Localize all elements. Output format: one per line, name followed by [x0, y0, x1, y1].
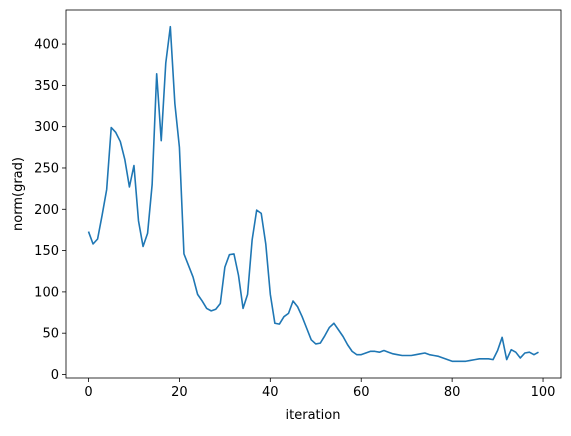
data-line: [87, 25, 539, 363]
x-tick-label: 0: [84, 385, 92, 400]
y-tick-label: 350: [34, 79, 59, 94]
y-tick-label: 400: [34, 38, 59, 53]
y-tick-label: 0: [51, 368, 59, 383]
y-tick-label: 100: [34, 285, 59, 300]
x-tick-label: 40: [262, 385, 279, 400]
y-tick-label: 250: [34, 161, 59, 176]
y-tick-label: 50: [42, 327, 59, 342]
x-tick-label: 100: [531, 385, 556, 400]
x-tick-label: 80: [444, 385, 461, 400]
x-tick-label: 60: [353, 385, 370, 400]
y-tick-label: 200: [34, 203, 59, 218]
y-tick-label: 300: [34, 120, 59, 135]
y-axis-label: norm(grad): [11, 157, 26, 231]
plot-frame: [65, 9, 562, 379]
x-tick-label: 20: [171, 385, 188, 400]
x-axis-label: iteration: [286, 408, 341, 423]
y-tick-label: 150: [34, 244, 59, 259]
